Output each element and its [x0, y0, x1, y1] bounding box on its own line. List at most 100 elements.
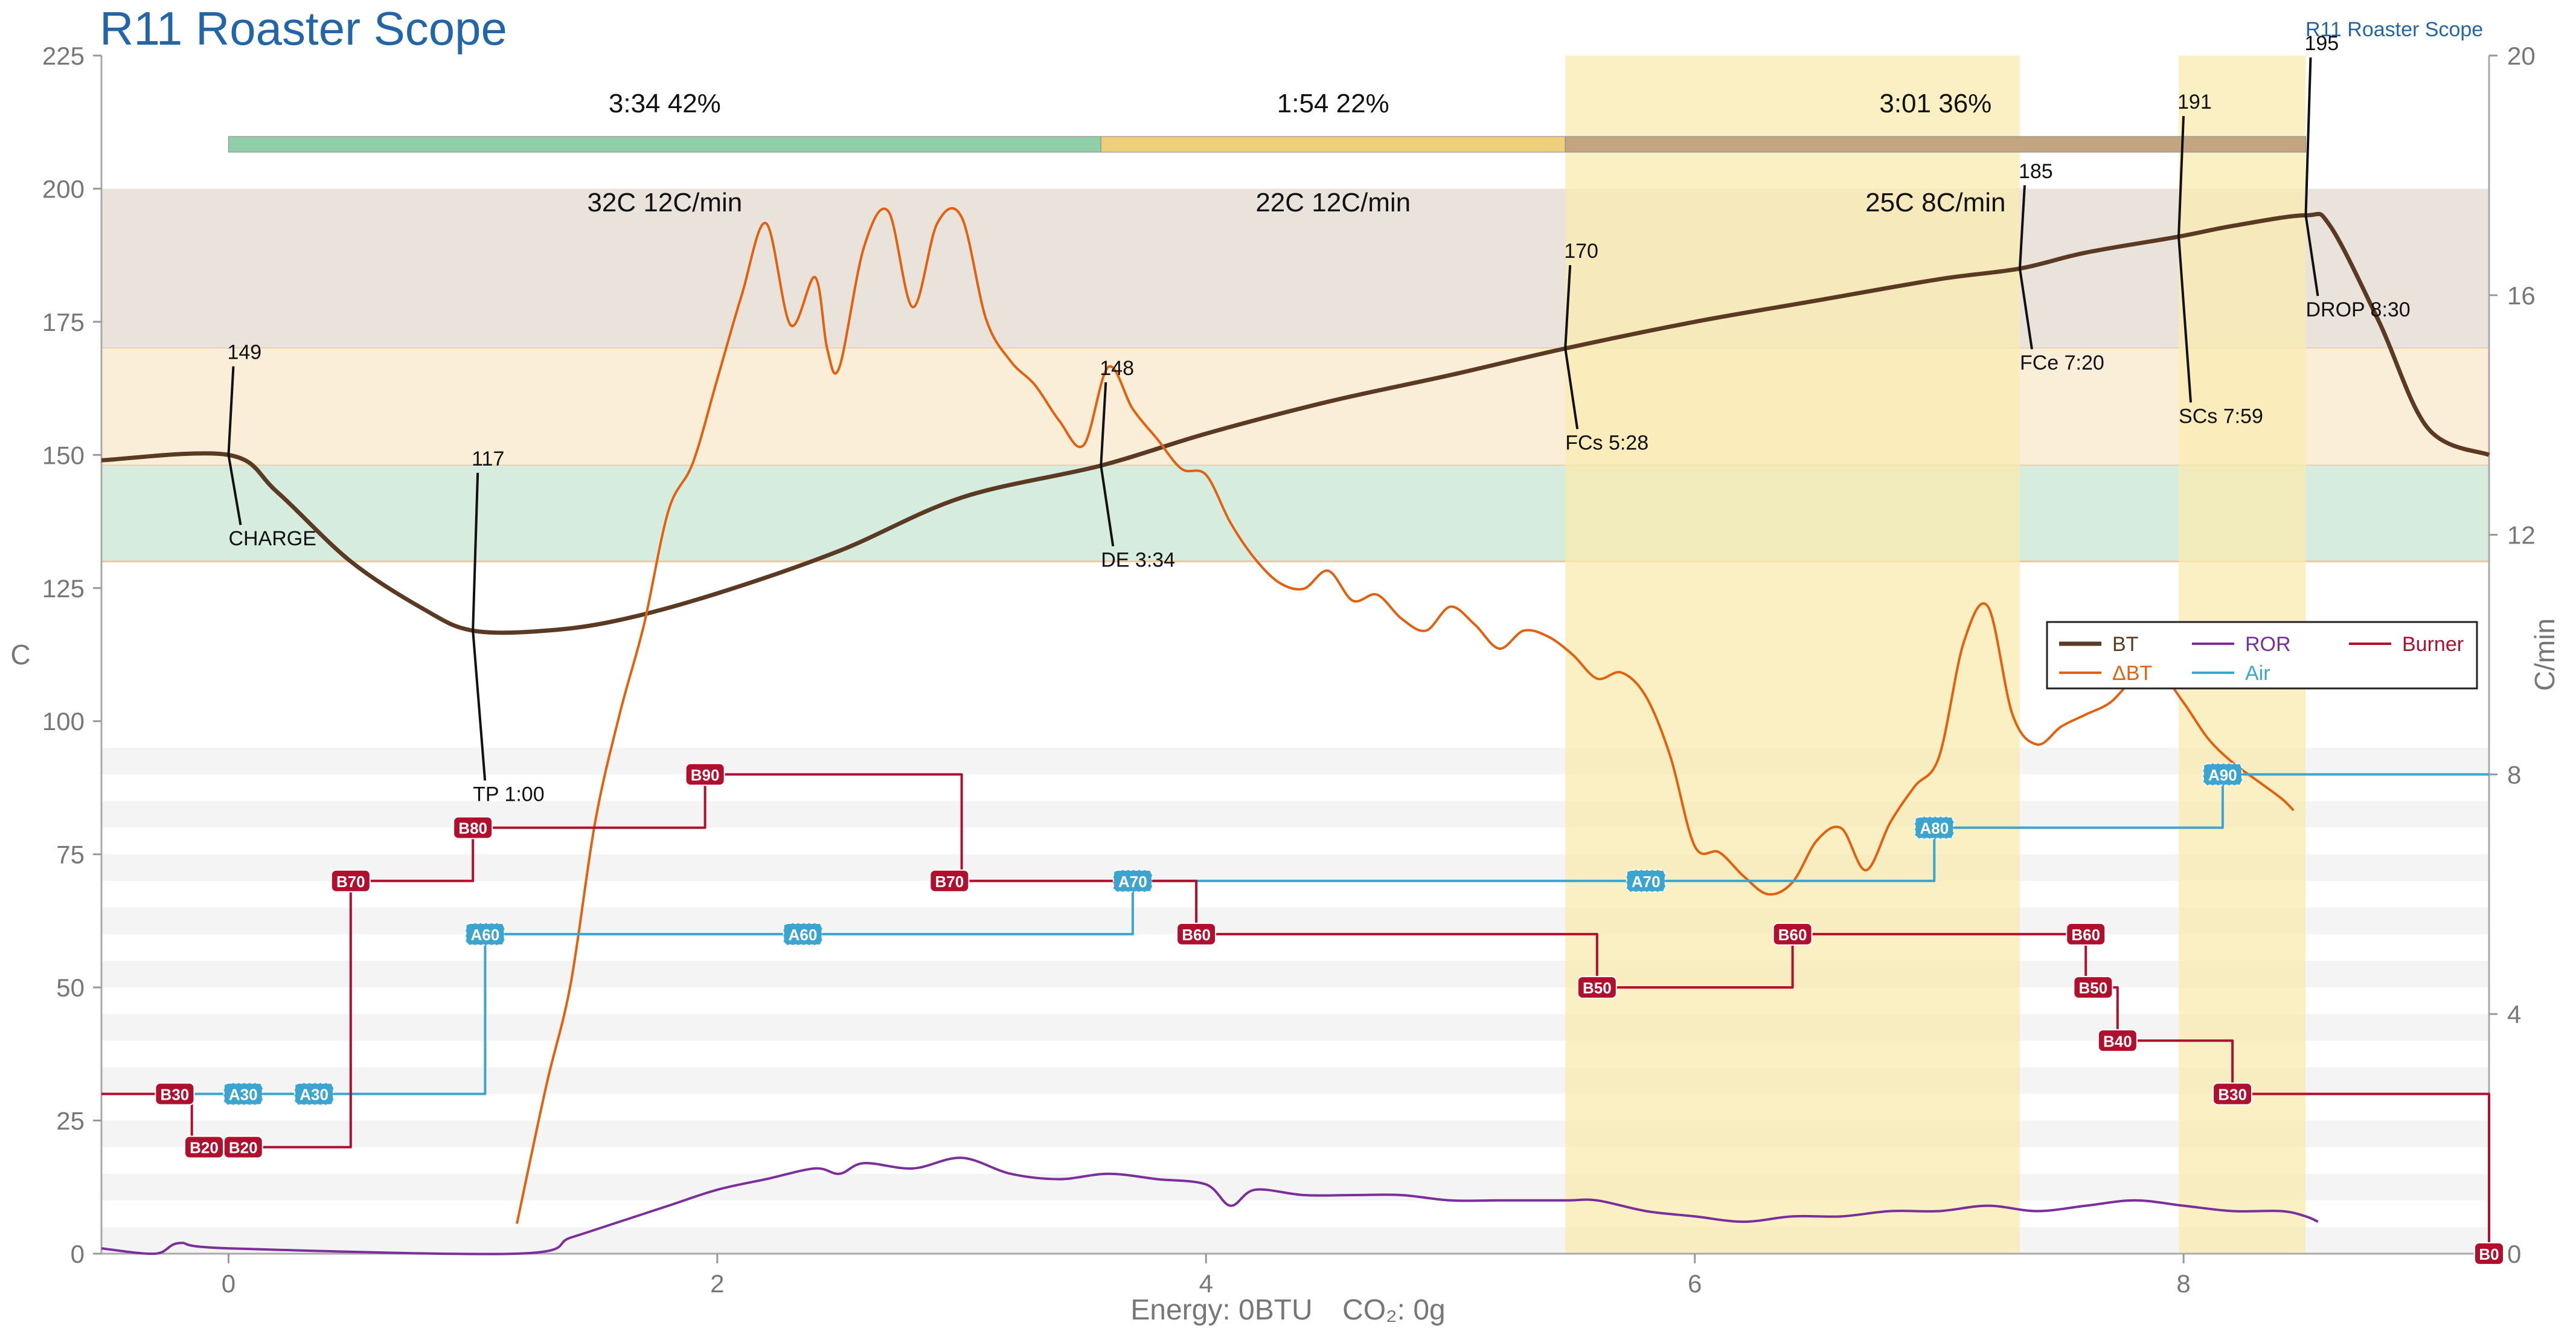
annotation-label: FCe 7:20 [2020, 351, 2104, 374]
phase-time-label: 3:01 36% [1879, 89, 1991, 118]
annotation-leader [2304, 215, 2319, 297]
burner-event-marker: B40 [2097, 1029, 2138, 1053]
air-event-marker: A80 [1914, 816, 1955, 839]
marker-label: A60 [789, 926, 818, 944]
annotation-temp: 170 [1564, 240, 1598, 263]
annotation-temp: 149 [227, 341, 261, 364]
marker-box [465, 922, 505, 946]
air-event-marker: A60 [465, 922, 505, 946]
legend-label: ΔBT [2112, 662, 2152, 685]
annotation-leader [472, 630, 487, 781]
annotation-leader [1100, 465, 1115, 547]
annotation-leader [227, 366, 235, 455]
y-tick-label: 0 [71, 1240, 85, 1268]
burner-event-marker: B60 [1176, 922, 1217, 946]
air-event-marker: A90 [2202, 763, 2243, 786]
marker-label: B50 [2079, 979, 2108, 997]
chart-title: R11 Roaster Scope [100, 2, 507, 55]
burner-event-marker: B20 [223, 1135, 263, 1159]
energy-readout: Energy: 0BTU [1130, 1294, 1313, 1326]
y-right-tick-label: 16 [2507, 281, 2536, 310]
marker-label: B80 [458, 819, 487, 838]
y-right-tick-label: 20 [2507, 42, 2536, 70]
annotation-leader [227, 454, 242, 525]
y-tick-label: 175 [42, 308, 85, 336]
annotation-leader [1100, 382, 1107, 466]
y-tick-label: 125 [42, 574, 85, 603]
legend-box [2046, 621, 2478, 690]
background-stripe [101, 961, 2489, 988]
marker-box [929, 869, 970, 893]
marker-label: B20 [190, 1139, 219, 1157]
y-right-tick-label: 0 [2507, 1240, 2521, 1268]
phase-stats-label: 32C 12C/min [587, 188, 742, 217]
x-tick-label: 0 [222, 1269, 235, 1298]
x-tick-label: 8 [2176, 1269, 2190, 1298]
annotation-label: CHARGE [228, 527, 316, 550]
background-stripe [101, 854, 2489, 881]
burner-event-marker: B30 [2212, 1082, 2253, 1106]
temperature-band [101, 188, 2489, 348]
temperature-band [101, 465, 2489, 562]
annotation-temp: 185 [2019, 160, 2053, 183]
legend-label: Burner [2402, 633, 2464, 656]
highlight-region [1565, 56, 2020, 1254]
y-tick-label: 50 [56, 973, 85, 1002]
burner-event-marker: B20 [184, 1135, 224, 1159]
marker-label: B30 [2218, 1085, 2247, 1103]
phase-time-label: 1:54 22% [1277, 89, 1389, 118]
annotation-label: DROP 8:30 [2305, 298, 2410, 321]
air-event-marker: A60 [783, 922, 823, 946]
y-axis-label: C [10, 639, 30, 670]
legend-label: Air [2245, 662, 2270, 685]
marker-box [2066, 922, 2106, 946]
marker-box [2474, 1242, 2504, 1265]
footer-stats: Energy: 0BTU CO₂: 0g [0, 1294, 2576, 1327]
y-right-axis-label: C/min [2529, 618, 2560, 691]
marker-box [1914, 816, 1955, 839]
legend-label: ROR [2245, 633, 2291, 656]
marker-label: B60 [1182, 926, 1211, 944]
air-event-marker: A70 [1112, 869, 1153, 893]
burner-event-marker: B50 [2073, 976, 2113, 999]
marker-box [1112, 869, 1153, 893]
marker-box [1772, 922, 1813, 946]
marker-label: B90 [691, 766, 720, 784]
marker-box [2097, 1029, 2138, 1053]
annotation-leader [2177, 116, 2185, 237]
bt-line [101, 211, 2490, 635]
y-right-tick-label: 4 [2507, 1000, 2521, 1028]
burner-event-marker: B80 [453, 816, 493, 839]
x-tick-label: 2 [710, 1269, 724, 1298]
annotation-leader [2177, 236, 2193, 403]
marker-label: B50 [1583, 979, 1612, 997]
background-stripe [101, 1226, 2489, 1254]
annotation-label: DE 3:34 [1101, 549, 1175, 572]
marker-label: B70 [935, 873, 964, 891]
background-stripe [101, 1173, 2489, 1201]
ror-line [101, 1156, 2319, 1255]
marker-label: A90 [2208, 766, 2237, 784]
annotation-temp: 148 [1100, 357, 1134, 380]
burner-event-marker: B50 [1577, 976, 1617, 999]
annotation-leader [472, 472, 479, 631]
burner-event-marker: B70 [330, 869, 371, 893]
legend-label: BT [2112, 633, 2138, 656]
annotation-leader [2018, 268, 2033, 350]
annotation-leader [2304, 57, 2312, 216]
burner-event-marker: B30 [155, 1082, 195, 1106]
annotation-leader [1564, 265, 1572, 349]
marker-box [155, 1082, 195, 1106]
background-stripe [101, 1120, 2489, 1147]
y-right-tick-label: 8 [2507, 760, 2521, 789]
marker-label: B40 [2103, 1032, 2132, 1050]
marker-label: B60 [2071, 926, 2100, 944]
annotation-temp: 195 [2304, 32, 2339, 55]
marker-label: A60 [471, 926, 500, 944]
phase-time-label: 3:34 42% [609, 89, 721, 118]
x-tick-label: 6 [1688, 1269, 1702, 1298]
co2-readout: CO₂: 0g [1342, 1294, 1446, 1326]
y-tick-label: 100 [42, 707, 85, 736]
background-stripe [101, 801, 2489, 828]
annotation-label: SCs 7:59 [2179, 405, 2263, 428]
